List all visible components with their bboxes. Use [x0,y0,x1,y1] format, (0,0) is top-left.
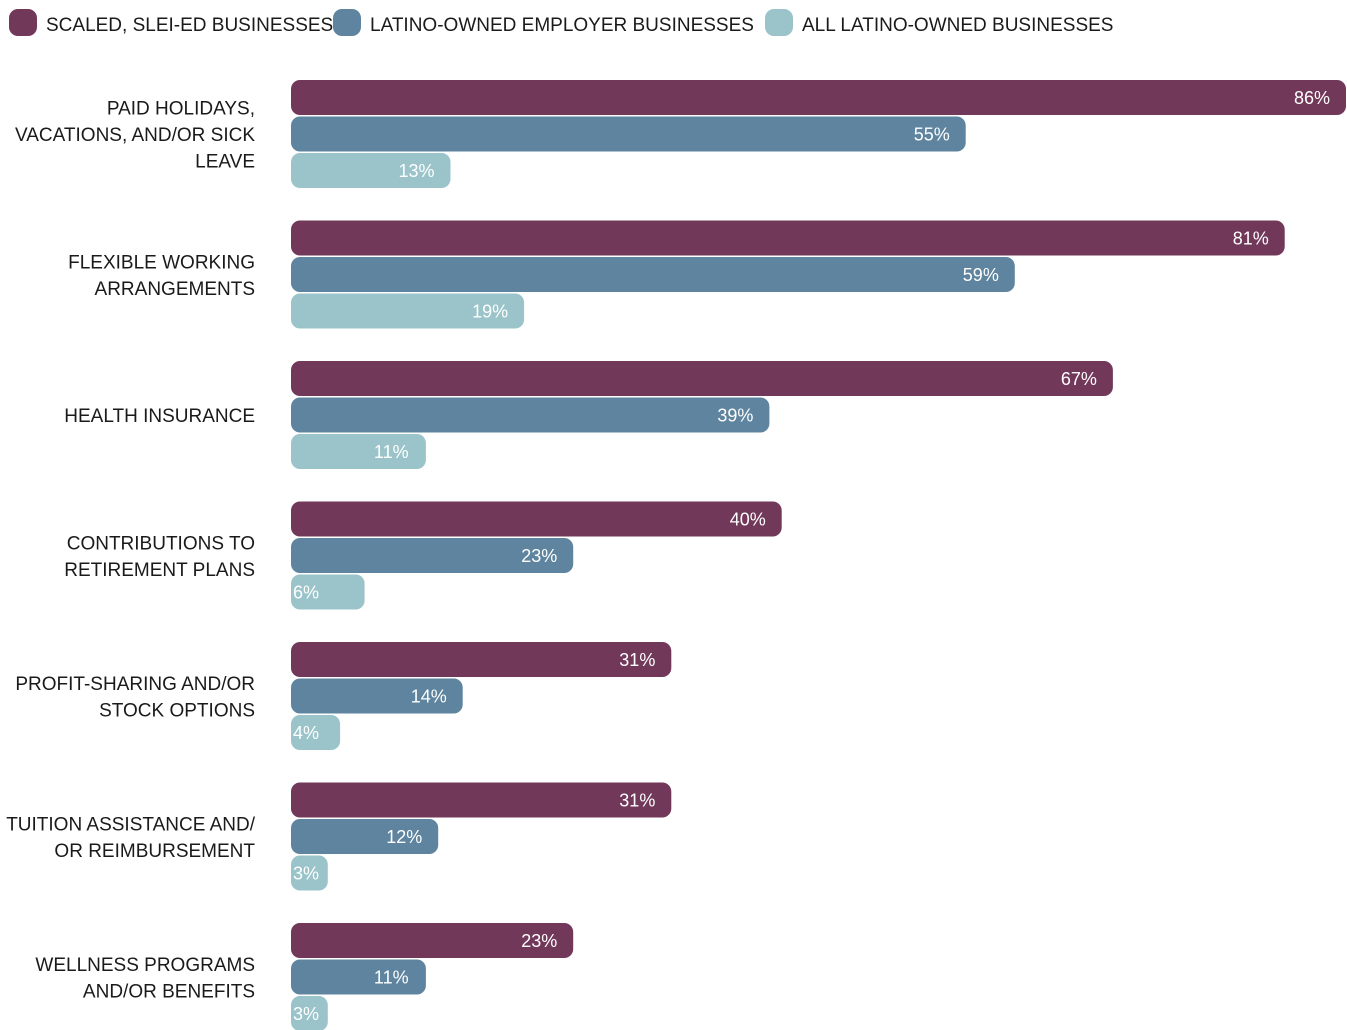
bar-value-label: 13% [399,161,435,181]
bar-all-latino-owned [291,855,328,891]
bar-latino-owned-employer [291,116,966,152]
category-group: HEALTH INSURANCE 67% 39% 11% [64,361,1113,469]
bar-latino-owned-employer [291,819,439,854]
category-label-line: WELLNESS PROGRAMS [35,955,255,976]
bar-all-latino-owned [291,996,328,1030]
bar-value-label: 14% [411,687,447,707]
bar-all-latino-owned [291,153,451,188]
bar-all-latino-owned [291,434,426,469]
bar-scaled-slei-ed [291,361,1113,396]
legend-swatch-scaled-slei-ed [9,9,37,36]
bar-value-label: 11% [374,968,409,988]
bar-latino-owned-employer [291,538,574,573]
bar-value-label: 40% [730,510,766,530]
bar-scaled-slei-ed [291,782,672,818]
bar-scaled-slei-ed [291,501,782,537]
bar-scaled-slei-ed [291,80,1346,115]
legend-swatch-latino-owned-employer [333,9,361,36]
category-label: HEALTH INSURANCE [64,406,255,427]
bar-value-label: 59% [963,265,999,285]
bar-value-label: 55% [914,125,950,145]
category-group: TUITION ASSISTANCE AND/OR REIMBURSEMENT 3… [6,782,672,891]
legend-swatch-all-latino-owned [765,9,793,36]
category-label-line: RETIREMENT PLANS [64,560,255,581]
bar-value-label: 86% [1294,88,1330,108]
legend-label-latino-owned-employer: LATINO-OWNED EMPLOYER BUSINESSES [370,15,754,36]
chart-plot-area: PAID HOLIDAYS, VACATIONS, AND/OR SICK LEAV… [6,80,1346,1030]
bar-all-latino-owned [291,574,365,610]
chart-legend: SCALED, SLEI-ED BUSINESSES LATINO-OWNED E… [9,9,1113,36]
category-label-line: FLEXIBLE WORKING [68,252,255,273]
category-group: PROFIT-SHARING AND/OR STOCK OPTIONS 31% 14%… [15,642,672,750]
bar-value-label: 23% [521,931,557,951]
bar-scaled-slei-ed [291,923,574,958]
bar-value-label: 81% [1233,229,1269,249]
category-label: CONTRIBUTIONS TO RETIREMENT PLANS [64,533,255,581]
category-label: PAID HOLIDAYS, VACATIONS, AND/OR SICK LEAV… [15,99,255,173]
category-label-line: TUITION ASSISTANCE AND/ [6,814,256,835]
legend-item-all-latino-owned: ALL LATINO-OWNED BUSINESSES [765,9,1113,36]
category-label: WELLNESS PROGRAMS AND/OR BENEFITS [35,955,255,1003]
category-label-line: AND/OR BENEFITS [83,981,255,1002]
bar-all-latino-owned [291,293,525,329]
category-group: CONTRIBUTIONS TO RETIREMENT PLANS 40% 23% 6% [64,501,782,610]
bar-value-label: 3% [293,1004,319,1024]
bar-value-label: 67% [1061,369,1097,389]
bar-value-label: 12% [386,827,422,847]
bar-latino-owned-employer [291,257,1015,292]
legend-label-all-latino-owned: ALL LATINO-OWNED BUSINESSES [802,15,1113,36]
category-group: PAID HOLIDAYS, VACATIONS, AND/OR SICK LEAV… [15,80,1346,188]
category-label-line: LEAVE [195,152,255,173]
bar-value-label: 6% [293,583,319,603]
bar-value-label: 23% [521,546,557,566]
bar-value-label: 39% [717,406,753,426]
bar-latino-owned-employer [291,959,426,995]
bar-value-label: 4% [293,723,319,743]
category-group: WELLNESS PROGRAMS AND/OR BENEFITS 23% 11% 3% [35,923,574,1030]
bar-value-label: 31% [619,791,655,811]
category-label: FLEXIBLE WORKING ARRANGEMENTS [68,252,255,300]
category-label-line: PAID HOLIDAYS, [107,99,255,120]
category-label-line: OR REIMBURSEMENT [54,841,255,862]
category-group: FLEXIBLE WORKING ARRANGEMENTS 81% 59% 19% [68,220,1285,329]
bar-value-label: 11% [374,442,409,462]
bar-value-label: 31% [619,650,655,670]
category-label-line: VACATIONS, AND/OR SICK [15,125,255,146]
category-label-line: CONTRIBUTIONS TO [67,533,255,554]
bar-value-label: 3% [293,864,319,884]
bar-latino-owned-employer [291,678,463,714]
bar-scaled-slei-ed [291,220,1285,256]
bar-all-latino-owned [291,715,341,750]
legend-item-scaled-slei-ed: SCALED, SLEI-ED BUSINESSES [9,9,333,36]
category-label-line: HEALTH INSURANCE [64,406,255,427]
category-label-line: STOCK OPTIONS [99,700,255,721]
category-label: PROFIT-SHARING AND/OR STOCK OPTIONS [15,674,255,722]
bar-latino-owned-employer [291,397,770,433]
legend-item-latino-owned-employer: LATINO-OWNED EMPLOYER BUSINESSES [333,9,754,36]
legend-label-scaled-slei-ed: SCALED, SLEI-ED BUSINESSES [46,15,333,36]
category-label-line: PROFIT-SHARING AND/OR [15,674,255,695]
bar-value-label: 19% [472,302,508,322]
category-label-line: ARRANGEMENTS [95,279,255,300]
bar-scaled-slei-ed [291,642,672,677]
category-label: TUITION ASSISTANCE AND/OR REIMBURSEMENT [6,814,256,862]
